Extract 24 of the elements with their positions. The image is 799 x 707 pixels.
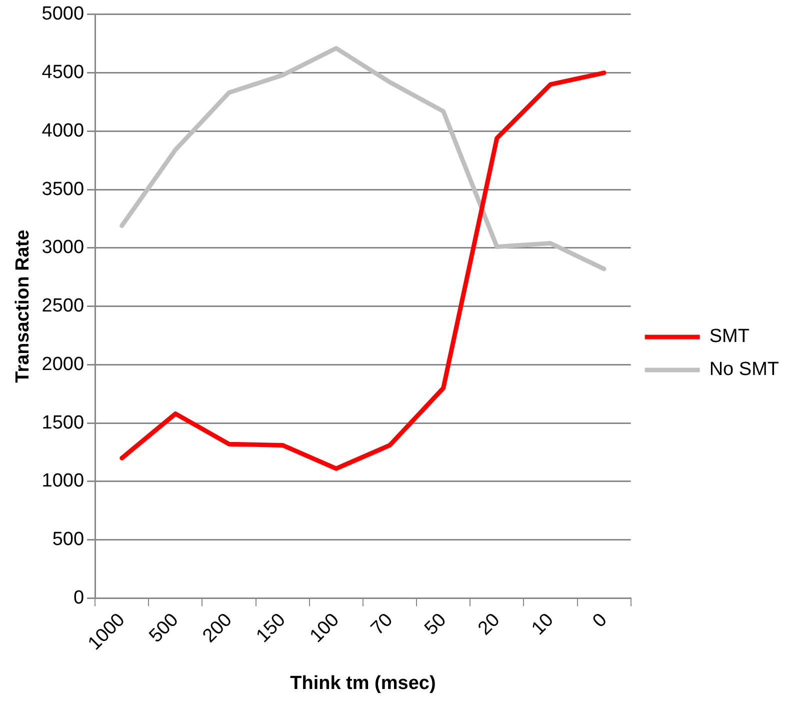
x-tick-label: 200: [198, 610, 236, 647]
y-axis-title: Transaction Rate: [12, 230, 34, 383]
y-tick-label: 0: [73, 587, 84, 608]
y-tick-label: 1000: [42, 470, 84, 492]
x-axis-title: Think tm (msec): [290, 672, 436, 694]
x-tick-label: 500: [145, 610, 183, 647]
y-tick-label: 1500: [42, 412, 84, 434]
x-tick-label: 0: [588, 610, 612, 632]
legend-label: SMT: [709, 326, 750, 348]
x-tick-label: 100: [306, 610, 344, 647]
y-tick-label: 3000: [42, 237, 84, 258]
y-tick-label: 2000: [42, 354, 84, 375]
y-tick-label: 2500: [42, 296, 84, 317]
x-tick-label: 50: [420, 610, 451, 640]
x-tick-label: 150: [252, 610, 290, 647]
y-tick-label: 3500: [42, 178, 84, 200]
y-tick-label: 5000: [42, 4, 84, 25]
legend-label: No SMT: [709, 359, 780, 380]
x-tick-label: 70: [367, 610, 397, 640]
y-tick-label: 4500: [42, 62, 84, 84]
x-tick-label: 20: [474, 610, 504, 640]
x-tick-label: 10: [528, 610, 558, 640]
y-tick-label: 4000: [42, 120, 84, 142]
y-tick-label: 500: [52, 529, 84, 550]
